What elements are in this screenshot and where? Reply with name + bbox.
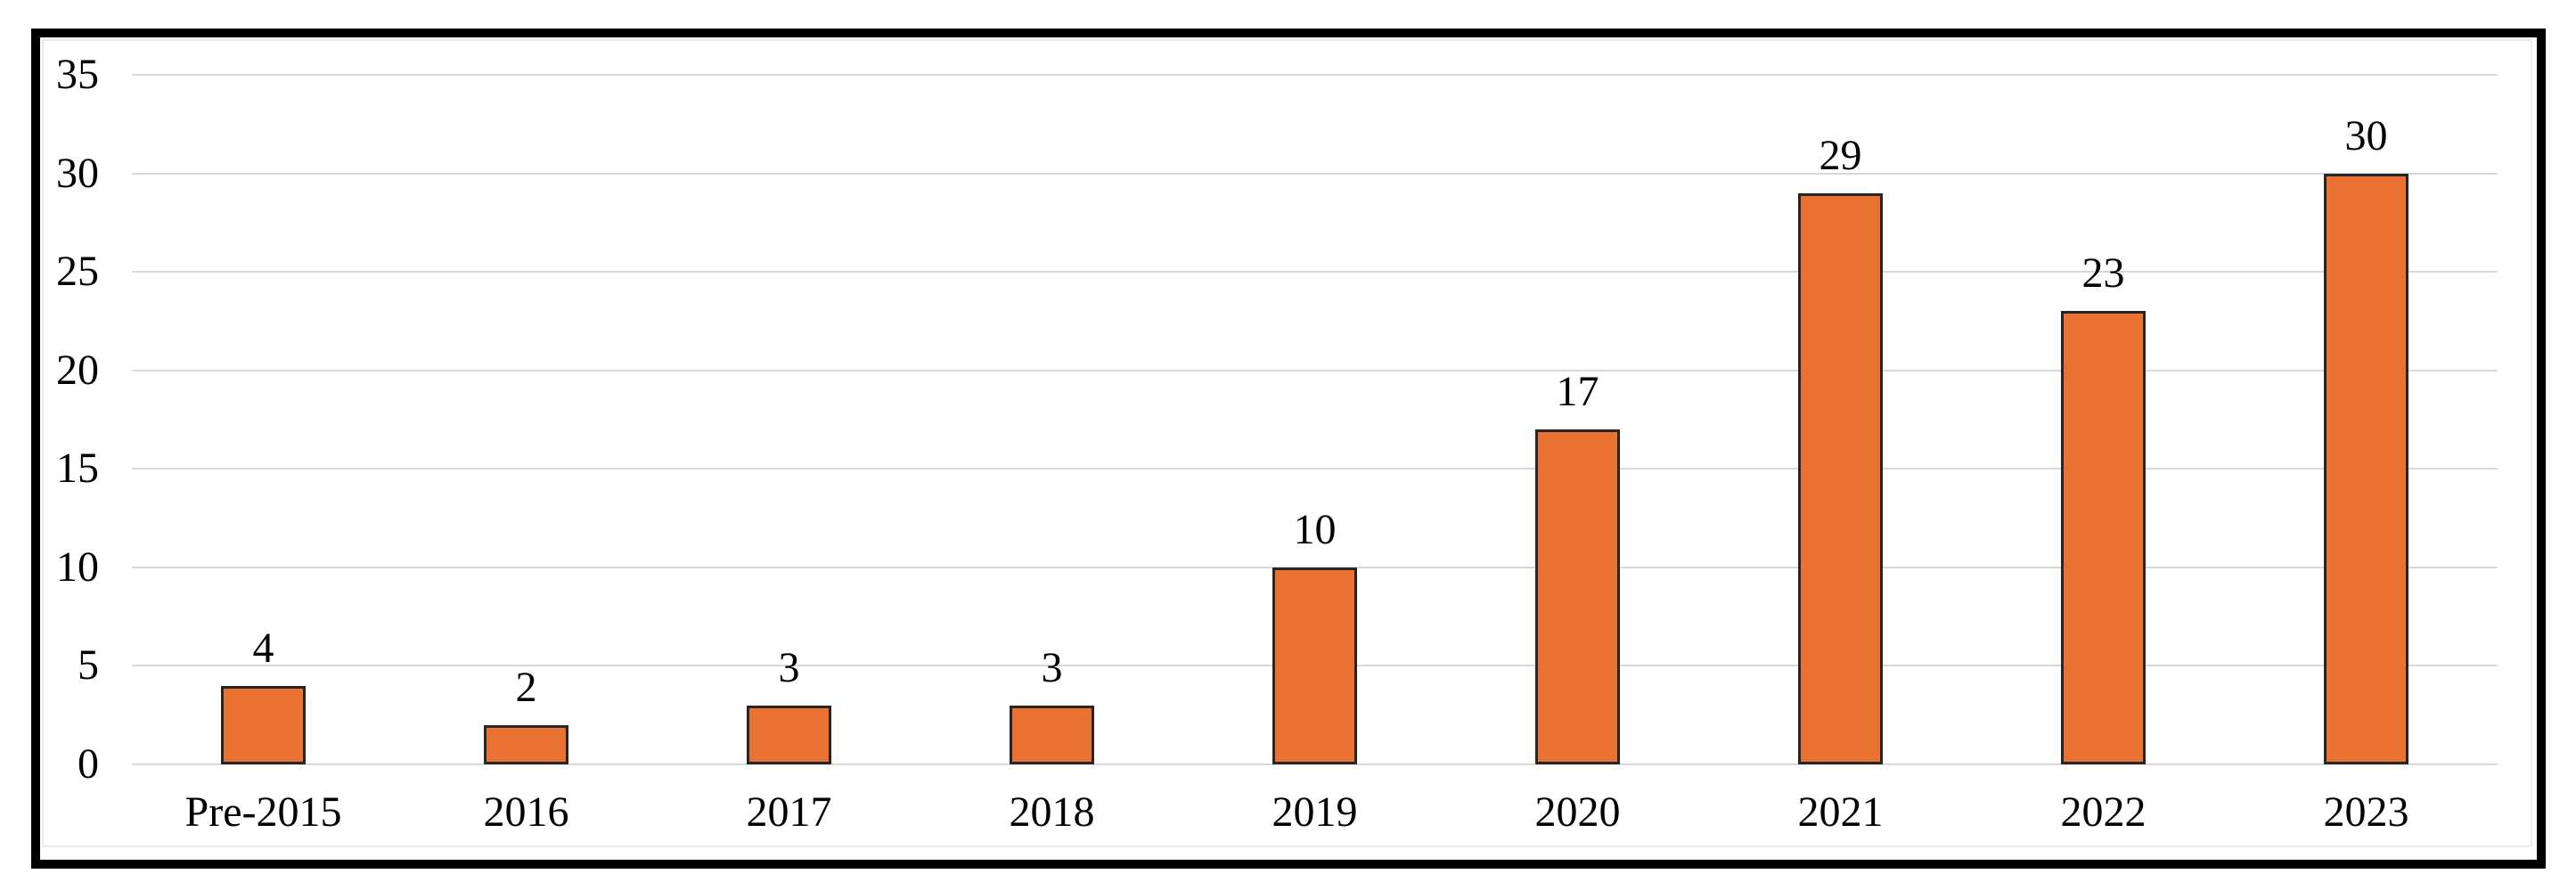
gridline-y30 (132, 172, 2498, 175)
x-axis-category-label: 2021 (1797, 788, 1884, 836)
x-axis-category-label: 2017 (746, 788, 832, 836)
bar-2016 (484, 724, 568, 764)
x-axis-category-label: 2020 (1534, 788, 1621, 836)
y-axis-tick-label: 30 (56, 149, 99, 197)
bar-2017 (747, 705, 831, 764)
bar-2019 (1272, 567, 1357, 764)
x-axis-category-label: 2023 (2323, 788, 2409, 836)
bar-2022 (2061, 311, 2146, 764)
y-axis-tick-label: 25 (56, 248, 99, 296)
bar-value-label: 2 (515, 663, 537, 711)
gridline-y15 (132, 468, 2498, 470)
x-axis-category-label: 2019 (1272, 788, 1358, 836)
x-axis-category-label: 2018 (1009, 788, 1095, 836)
y-axis-tick-label: 5 (78, 641, 99, 690)
bar-value-label: 4 (252, 624, 274, 672)
bar-2018 (1010, 705, 1094, 764)
y-axis-tick-label: 10 (56, 543, 99, 591)
bar-2021 (1798, 192, 1883, 764)
y-axis-tick-label: 0 (78, 740, 99, 788)
bar-value-label: 29 (1819, 131, 1862, 179)
chart-area: 0 5 10 15 20 25 30 35 4 Pre-2015 2 2016 3 2017 3 2018 10… (40, 37, 2537, 860)
bar-2020 (1535, 429, 1620, 764)
y-axis-tick-label: 20 (56, 346, 99, 394)
bar-value-label: 3 (778, 643, 800, 691)
y-axis-tick-label: 35 (56, 51, 99, 98)
bar-value-label: 17 (1556, 368, 1599, 416)
chart-frame: 0 5 10 15 20 25 30 35 4 Pre-2015 2 2016 3 2017 3 2018 10… (31, 29, 2546, 869)
y-axis-tick-label: 15 (56, 445, 99, 493)
bar-value-label: 23 (2081, 249, 2125, 298)
gridline-y35 (132, 74, 2498, 76)
gridline-y0 (132, 763, 2498, 765)
gridline-y20 (132, 369, 2498, 372)
bar-value-label: 3 (1041, 643, 1063, 691)
x-axis-category-label: 2016 (483, 788, 569, 836)
bar-2023 (2324, 173, 2408, 764)
bar-value-label: 30 (2344, 111, 2388, 159)
bar-value-label: 10 (1293, 505, 1337, 553)
x-axis-category-label: Pre-2015 (184, 788, 342, 836)
gridline-y25 (132, 271, 2498, 274)
x-axis-category-label: 2022 (2060, 788, 2147, 836)
bar-pre-2015 (221, 685, 306, 764)
